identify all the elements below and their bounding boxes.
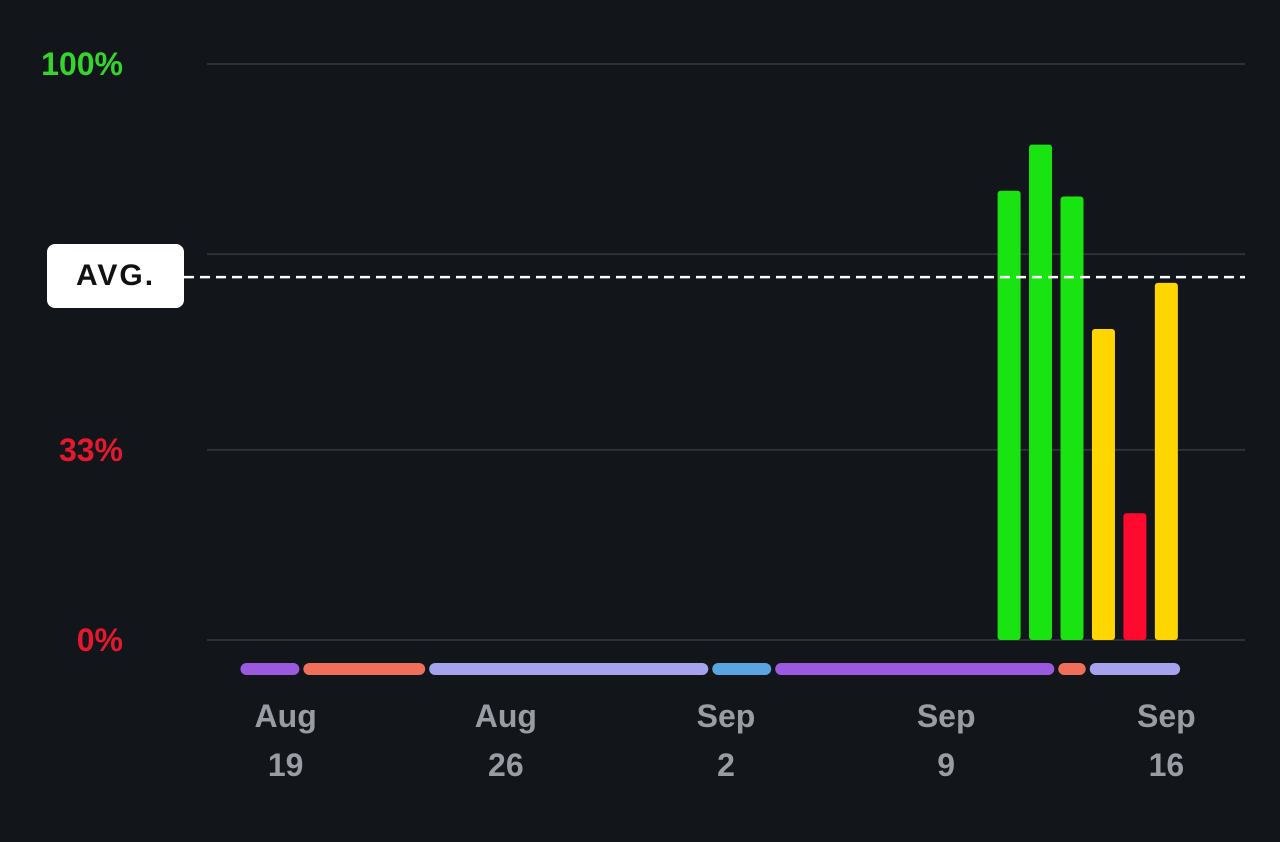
x-tick-day: 26 — [488, 747, 524, 783]
x-tick-month: Sep — [1137, 698, 1196, 734]
x-tick-month: Aug — [255, 698, 317, 734]
x-tick-day: 2 — [717, 747, 735, 783]
x-tick-month: Aug — [475, 698, 537, 734]
timeline-segment — [1058, 663, 1086, 675]
timeline-segment — [775, 663, 1055, 675]
y-tick-label: 33% — [59, 432, 123, 468]
average-label-text: AVG. — [75, 259, 156, 292]
bar — [1029, 144, 1053, 640]
y-tick-label: 0% — [77, 622, 123, 658]
bar — [1123, 513, 1147, 640]
timeline-segment — [240, 663, 300, 675]
timeline-segment — [303, 663, 426, 675]
x-tick-day: 16 — [1149, 747, 1185, 783]
timeline-segment — [1089, 663, 1181, 675]
y-tick-label: 100% — [41, 46, 123, 82]
bar — [1154, 282, 1178, 640]
bar — [1060, 196, 1084, 641]
x-tick-month: Sep — [697, 698, 756, 734]
bar — [1091, 328, 1115, 640]
timeline-segment — [712, 663, 772, 675]
x-tick-day: 19 — [268, 747, 304, 783]
average-label: AVG. — [47, 244, 184, 308]
timeline-segment — [429, 663, 709, 675]
x-tick-day: 9 — [937, 747, 955, 783]
bar — [997, 190, 1021, 640]
x-tick-month: Sep — [917, 698, 976, 734]
